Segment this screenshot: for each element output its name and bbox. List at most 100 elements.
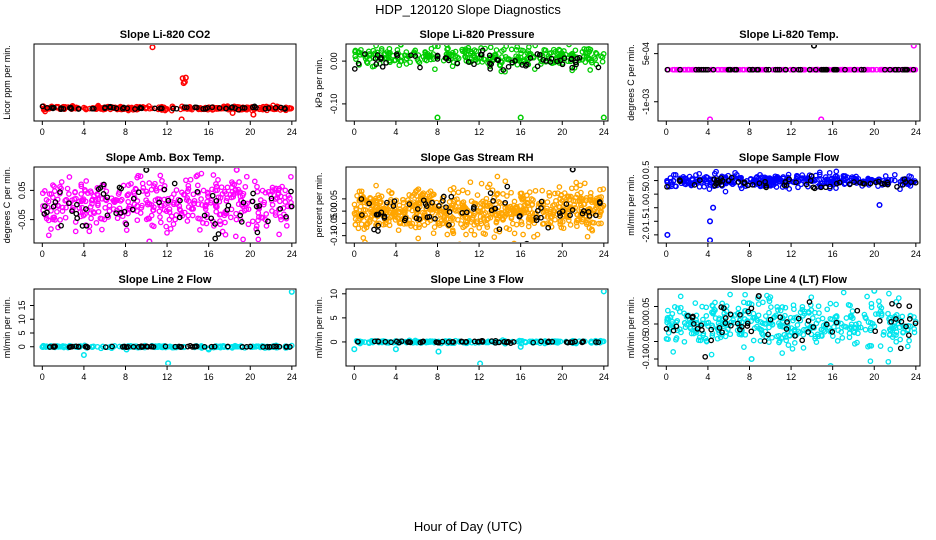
data-point-all: [820, 322, 827, 329]
data-point-selected: [158, 105, 165, 112]
data-point-all: [378, 46, 385, 52]
data-point-selected: [110, 104, 117, 111]
data-point-all: [283, 222, 290, 229]
data-point-all: [667, 175, 674, 181]
data-point-selected: [375, 222, 382, 229]
data-point-selected: [721, 305, 727, 311]
data-point-all: [713, 168, 719, 175]
data-point-all: [551, 190, 558, 197]
data-point-all: [216, 211, 223, 218]
x-tick-label: 12: [474, 127, 484, 137]
data-point-selected: [698, 66, 705, 73]
data-point-all: [478, 180, 485, 187]
data-point-selected: [375, 228, 381, 234]
data-point-selected: [765, 331, 771, 338]
data-point-all: [815, 303, 822, 310]
data-point-all: [458, 221, 464, 227]
data-point-all: [561, 48, 567, 54]
data-point-selected: [696, 177, 703, 184]
data-point-selected: [378, 209, 385, 216]
data-point-all: [54, 208, 60, 215]
outlier-point: [827, 362, 834, 365]
x-tick-label: 8: [123, 372, 128, 382]
outlier-point: [871, 290, 878, 294]
data-point-all: [557, 200, 564, 206]
data-point-all: [701, 183, 708, 190]
data-point-all: [529, 202, 535, 208]
data-point-selected: [833, 180, 840, 187]
data-point-all: [106, 202, 113, 209]
data-point-all: [197, 215, 203, 222]
x-tick-label: 4: [81, 249, 86, 259]
data-point-all: [479, 59, 486, 65]
data-point-selected: [238, 219, 245, 225]
data-point-all: [360, 235, 367, 241]
data-point-selected: [471, 204, 477, 210]
x-tick-label: 4: [705, 249, 710, 259]
data-point-selected: [557, 213, 563, 219]
data-point-all: [783, 337, 790, 344]
data-point-selected: [249, 198, 256, 205]
panel-9: Slope Line 4 (LT) Flow ml/min per min. 0 4 8…: [626, 274, 921, 382]
data-point-selected: [448, 193, 455, 200]
plot-frame: [345, 43, 609, 122]
data-point-all: [464, 219, 471, 225]
data-point-all: [184, 188, 191, 195]
data-point-all: [842, 173, 849, 179]
data-point-all: [71, 196, 78, 202]
data-point-all: [486, 181, 493, 188]
data-point-all: [579, 218, 585, 225]
data-point-selected: [593, 339, 599, 345]
data-point-all: [853, 321, 859, 328]
data-point-selected: [358, 196, 365, 202]
data-point-all: [276, 198, 283, 205]
data-point-all: [804, 321, 811, 328]
data-point-all: [526, 189, 533, 195]
data-point-all: [673, 336, 679, 343]
data-point-all: [511, 240, 517, 242]
data-point-selected: [504, 183, 511, 190]
data-point-selected: [842, 66, 848, 73]
data-point-selected: [391, 198, 398, 205]
data-point-all: [387, 50, 393, 56]
data-point-all: [681, 180, 688, 187]
data-point-all: [422, 49, 428, 55]
data-point-all: [459, 46, 465, 53]
data-point-selected: [66, 200, 72, 207]
data-point-selected: [181, 104, 188, 111]
x-tick-label: 8: [747, 372, 752, 382]
outlier-point: [810, 45, 818, 49]
data-point-all: [674, 66, 680, 73]
data-point-all: [249, 218, 256, 225]
data-point-all: [719, 331, 725, 338]
data-point-all: [497, 62, 504, 69]
x-tick-label: 8: [747, 249, 752, 259]
outlier-point: [40, 342, 47, 349]
data-point-all: [569, 67, 576, 74]
data-point-all: [231, 181, 238, 188]
data-point-selected: [892, 66, 899, 73]
data-point-all: [795, 184, 801, 191]
data-point-all: [45, 217, 52, 224]
data-point-all: [444, 231, 451, 238]
data-point-selected: [509, 59, 516, 66]
outlier-point: [165, 360, 172, 365]
data-point-all: [716, 315, 723, 322]
data-point-all: [233, 216, 240, 223]
data-point-selected: [165, 197, 172, 204]
data-point-all: [227, 214, 234, 221]
x-tick-label: 16: [516, 249, 526, 259]
data-point-all: [867, 325, 874, 331]
data-point-all: [48, 191, 55, 197]
y-tick-label: -0.10: [329, 225, 339, 246]
data-point-all: [163, 223, 170, 230]
data-point-all: [377, 199, 383, 205]
data-point-all: [516, 337, 523, 344]
x-tick-label: 24: [911, 372, 921, 382]
data-point-all: [369, 63, 376, 70]
data-point-all: [450, 185, 457, 191]
x-tick-label: 20: [869, 127, 879, 137]
data-point-all: [468, 227, 475, 234]
panel-title: Slope Li-820 Pressure: [420, 29, 535, 41]
data-point-all: [164, 106, 170, 112]
